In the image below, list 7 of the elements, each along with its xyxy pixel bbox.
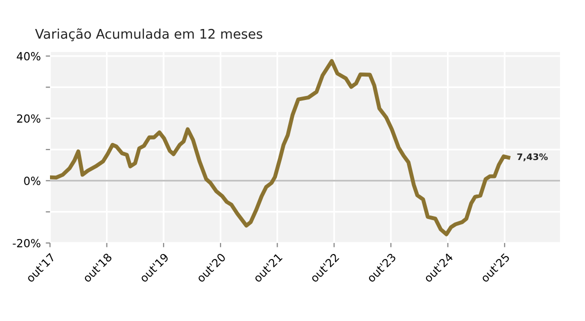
- chart-title: Variação Acumulada em 12 meses: [35, 28, 262, 42]
- y-tick-label: 20%: [17, 114, 40, 123]
- y-tick-label: 40%: [16, 52, 40, 60]
- data-label: 7,43%: [517, 153, 548, 162]
- y-tick-label: 0%: [24, 176, 40, 186]
- line-series: [50, 59, 510, 236]
- y-tick-label: -20%: [12, 238, 40, 248]
